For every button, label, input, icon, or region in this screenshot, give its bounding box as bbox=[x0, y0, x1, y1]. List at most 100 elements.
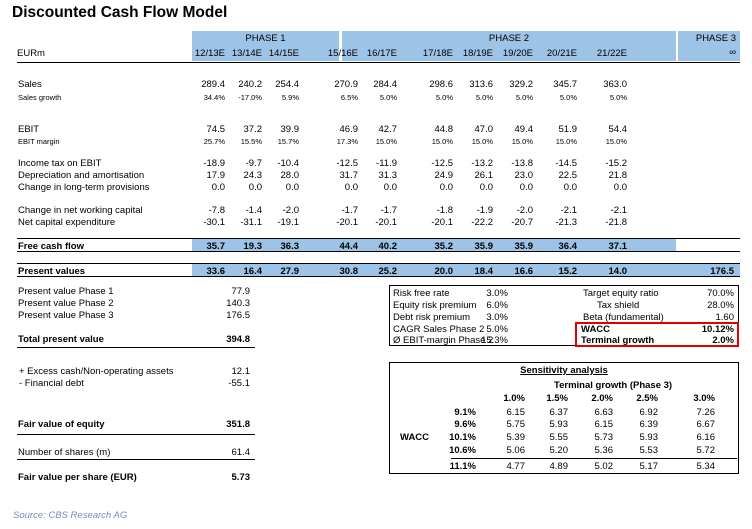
pv-band bbox=[192, 264, 740, 276]
cell-pv: 33.6 bbox=[206, 266, 226, 277]
sensitivity-cell: 5.17 bbox=[639, 461, 659, 472]
sensitivity-col-label: 1.0% bbox=[503, 393, 525, 404]
source-note: Source: CBS Research AG bbox=[13, 510, 128, 521]
cell-nwc: -2.0 bbox=[282, 205, 299, 216]
cell-sales-growth: 5.0% bbox=[475, 93, 493, 102]
row-label-sales: Sales bbox=[18, 79, 42, 90]
cell-depreciation: 23.0 bbox=[514, 170, 534, 181]
assumption-value: 6.0% bbox=[486, 300, 508, 311]
cell-pv: 25.2 bbox=[378, 266, 398, 277]
row-label-income-tax: Income tax on EBIT bbox=[18, 158, 102, 169]
cell-ebit-margin: 15.5% bbox=[240, 137, 262, 146]
cell-depreciation: 31.7 bbox=[339, 170, 359, 181]
sensitivity-cell: 5.53 bbox=[639, 445, 659, 456]
row-label-provisions: Change in long-term provisions bbox=[18, 182, 150, 193]
cell-sales-growth: 5.9% bbox=[281, 93, 299, 102]
cell-nwc: -1.8 bbox=[436, 205, 453, 216]
cell-fcf: 44.4 bbox=[339, 241, 359, 252]
fcf-band bbox=[192, 239, 676, 251]
year-label: 20/21E bbox=[546, 48, 577, 59]
assumption-label: CAGR Sales Phase 2 bbox=[393, 324, 485, 335]
summary-label: Total present value bbox=[18, 334, 104, 345]
pv-rule-top bbox=[17, 263, 740, 264]
cell-pv: 18.4 bbox=[474, 266, 494, 277]
row-label-capex: Net capital expenditure bbox=[18, 217, 116, 228]
cell-ebit-margin: 15.7% bbox=[277, 137, 299, 146]
cell-sales: 240.2 bbox=[238, 79, 262, 90]
cell-sales: 313.6 bbox=[469, 79, 493, 90]
cell-nwc: -2.0 bbox=[516, 205, 533, 216]
cell-fcf: 36.3 bbox=[280, 241, 300, 252]
cell-income-tax: -13.8 bbox=[511, 158, 533, 169]
cell-depreciation: 24.3 bbox=[243, 170, 263, 181]
cell-pv: 30.8 bbox=[339, 266, 359, 277]
cell-sales: 298.6 bbox=[429, 79, 453, 90]
cell-pv: 27.9 bbox=[280, 266, 300, 277]
sensitivity-cell: 5.20 bbox=[549, 445, 569, 456]
year-label: 18/19E bbox=[462, 48, 493, 59]
sensitivity-box bbox=[389, 362, 739, 474]
sensitivity-cell: 7.26 bbox=[696, 407, 716, 418]
cell-ebit: 39.9 bbox=[280, 124, 300, 135]
sensitivity-cell: 5.75 bbox=[506, 419, 526, 430]
assumption-value: 10.12% bbox=[701, 324, 734, 335]
sensitivity-cell: 5.73 bbox=[594, 432, 614, 443]
row-label-nwc: Change in net working capital bbox=[18, 205, 143, 216]
cell-fcf: 35.2 bbox=[434, 241, 454, 252]
year-label: 14/15E bbox=[268, 48, 299, 59]
cell-fcf: 19.3 bbox=[243, 241, 263, 252]
sensitivity-cell: 6.39 bbox=[639, 419, 659, 430]
summary-label: Number of shares (m) bbox=[18, 447, 111, 458]
cell-depreciation: 28.0 bbox=[280, 170, 300, 181]
cell-depreciation: 17.9 bbox=[206, 170, 226, 181]
assumption-value: 28.0% bbox=[707, 300, 734, 311]
cell-income-tax: -9.7 bbox=[245, 158, 262, 169]
cell-depreciation: 31.3 bbox=[378, 170, 398, 181]
sensitivity-cell: 5.36 bbox=[594, 445, 614, 456]
cell-ebit: 42.7 bbox=[378, 124, 398, 135]
cell-ebit: 49.4 bbox=[514, 124, 534, 135]
sensitivity-cell: 6.92 bbox=[639, 407, 659, 418]
phase-label: PHASE 1 bbox=[245, 33, 286, 44]
cell-ebit-margin: 15.0% bbox=[555, 137, 577, 146]
cell-sales-growth: 34.4% bbox=[203, 93, 225, 102]
row-label-fcf: Free cash flow bbox=[18, 241, 84, 252]
sensitivity-cell: 5.72 bbox=[696, 445, 716, 456]
cell-income-tax: -12.5 bbox=[431, 158, 453, 169]
cell-ebit: 44.8 bbox=[434, 124, 454, 135]
cell-provisions: 0.0 bbox=[211, 182, 225, 193]
sensitivity-cell: 5.55 bbox=[549, 432, 569, 443]
sensitivity-cell: 5.34 bbox=[696, 461, 716, 472]
cell-capex: -22.2 bbox=[471, 217, 493, 228]
cell-sales: 270.9 bbox=[334, 79, 358, 90]
cell-depreciation: 24.9 bbox=[434, 170, 454, 181]
cell-nwc: -2.1 bbox=[560, 205, 577, 216]
assumption-value: 2.0% bbox=[712, 335, 734, 346]
assumption-label: Terminal growth bbox=[581, 335, 655, 346]
sensitivity-cell: 6.15 bbox=[594, 419, 614, 430]
pv-rule-bottom bbox=[17, 276, 740, 277]
assumption-label: WACC bbox=[581, 324, 611, 335]
cell-income-tax: -18.9 bbox=[203, 158, 225, 169]
sensitivity-col-label: 1.5% bbox=[546, 393, 568, 404]
sensitivity-wacc: 9.6% bbox=[454, 419, 476, 430]
cell-ebit-margin: 15.0% bbox=[511, 137, 533, 146]
summary-label: - Financial debt bbox=[19, 378, 84, 389]
cell-nwc: -1.7 bbox=[380, 205, 397, 216]
sensitivity-rule bbox=[451, 458, 737, 459]
summary-label: Present value Phase 2 bbox=[18, 298, 114, 309]
row-label-depreciation: Depreciation and amortisation bbox=[18, 170, 145, 181]
cell-ebit-margin: 15.0% bbox=[471, 137, 493, 146]
assumption-value: 15.3% bbox=[481, 335, 508, 346]
cell-pv: 16.6 bbox=[514, 266, 534, 277]
cell-provisions: 0.0 bbox=[613, 182, 627, 193]
cell-capex: -19.1 bbox=[277, 217, 299, 228]
cell-ebit: 46.9 bbox=[339, 124, 359, 135]
cell-ebit: 51.9 bbox=[558, 124, 578, 135]
sensitivity-cell: 4.77 bbox=[506, 461, 526, 472]
year-label: 16/17E bbox=[366, 48, 397, 59]
cell-ebit: 54.4 bbox=[608, 124, 628, 135]
cell-nwc: -1.9 bbox=[476, 205, 493, 216]
sensitivity-cell: 6.15 bbox=[506, 407, 526, 418]
cell-fcf: 35.7 bbox=[206, 241, 226, 252]
